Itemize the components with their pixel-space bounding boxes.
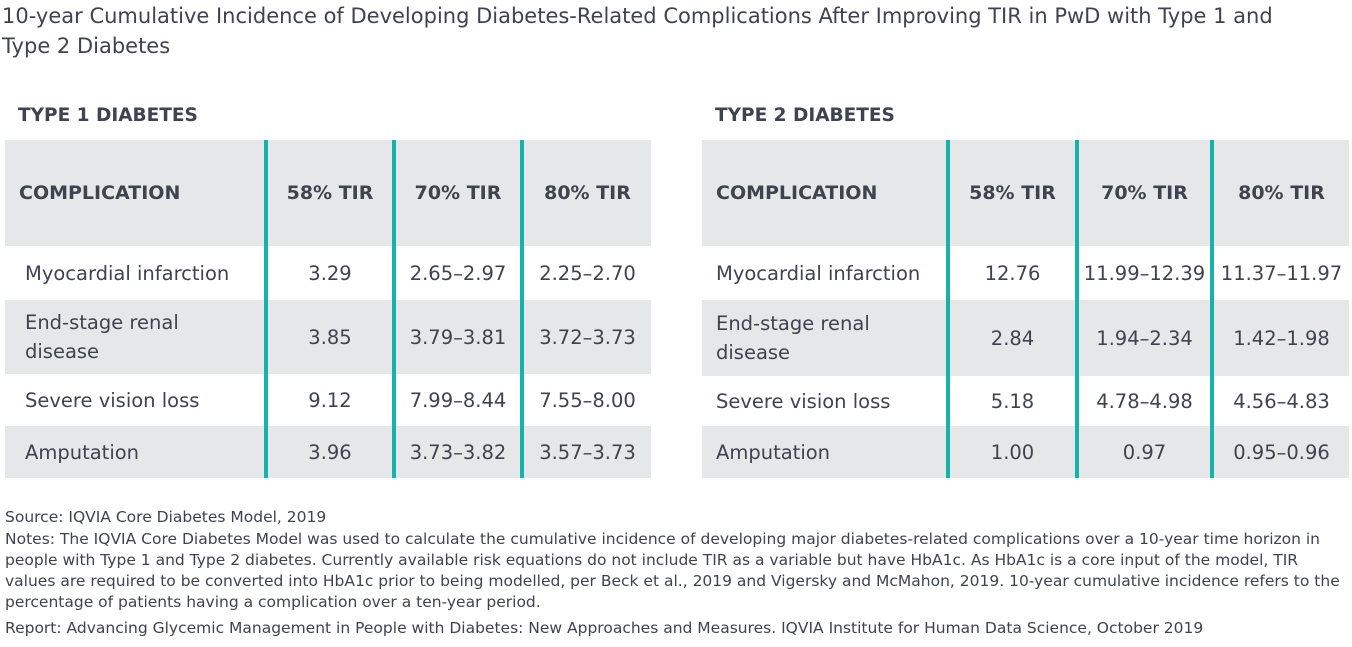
column-header-70-tir: 70% TIR [1075,140,1212,246]
table-cell: 9.12 [264,374,394,426]
methodology-notes: Notes: The IQVIA Core Diabetes Model was… [5,530,1340,611]
table-row: Severe vision loss 5.18 4.78–4.98 4.56–4… [702,376,1349,426]
table-cell: 2.25–2.70 [520,246,651,300]
row-label: Amputation [702,426,948,478]
table-cell: 7.55–8.00 [520,374,651,426]
type2-table: COMPLICATION 58% TIR 70% TIR 80% TIR Myo… [702,140,1349,478]
table-cell: 12.76 [946,246,1077,300]
report-citation: Report: Advancing Glycemic Management in… [5,619,1204,637]
row-label: Severe vision loss [5,374,266,426]
type1-table: COMPLICATION 58% TIR 70% TIR 80% TIR Myo… [5,140,651,478]
source-note: Source: IQVIA Core Diabetes Model, 2019 [5,508,327,526]
table-cell: 1.00 [946,426,1077,478]
table-cell: 3.79–3.81 [392,300,522,374]
row-label: Myocardial infarction [5,246,266,300]
column-header-80-tir: 80% TIR [520,140,651,246]
row-label: Severe vision loss [702,376,948,426]
column-header-80-tir: 80% TIR [1210,140,1349,246]
table-cell: 2.84 [946,300,1077,376]
row-label: Myocardial infarction [702,246,948,300]
row-label: Amputation [5,426,266,478]
table-row: Amputation 3.96 3.73–3.82 3.57–3.73 [5,426,651,478]
chart-title: 10-year Cumulative Incidence of Developi… [2,4,1273,58]
type1-panel: TYPE 1 DIABETES COMPLICATION 58% TIR 70%… [5,104,651,478]
table-row: Myocardial infarction 12.76 11.99–12.39 … [702,246,1349,300]
table-row: Amputation 1.00 0.97 0.95–0.96 [702,426,1349,478]
table-header-row: COMPLICATION 58% TIR 70% TIR 80% TIR [5,140,651,246]
type2-panel-title: TYPE 2 DIABETES [715,105,895,126]
table-cell: 0.97 [1075,426,1212,478]
row-label: End-stage renal disease [702,300,948,376]
table-cell: 2.65–2.97 [392,246,522,300]
table-cell: 3.29 [264,246,394,300]
table-row: Myocardial infarction 3.29 2.65–2.97 2.2… [5,246,651,300]
type2-panel: TYPE 2 DIABETES COMPLICATION 58% TIR 70%… [702,104,1349,478]
table-row: Severe vision loss 9.12 7.99–8.44 7.55–8… [5,374,651,426]
table-cell: 4.78–4.98 [1075,376,1212,426]
type1-panel-title: TYPE 1 DIABETES [18,105,198,126]
table-header-row: COMPLICATION 58% TIR 70% TIR 80% TIR [702,140,1349,246]
table-cell: 0.95–0.96 [1210,426,1349,478]
table-cell: 7.99–8.44 [392,374,522,426]
table-cell: 4.56–4.83 [1210,376,1349,426]
column-header-complication: COMPLICATION [702,140,948,246]
table-cell: 5.18 [946,376,1077,426]
table-row: End-stage renal disease 3.85 3.79–3.81 3… [5,300,651,374]
table-cell: 3.72–3.73 [520,300,651,374]
table-cell: 3.73–3.82 [392,426,522,478]
row-label: End-stage renal disease [5,300,266,374]
table-cell: 11.99–12.39 [1075,246,1212,300]
column-header-58-tir: 58% TIR [946,140,1077,246]
column-header-complication: COMPLICATION [5,140,266,246]
table-cell: 1.94–2.34 [1075,300,1212,376]
table-cell: 3.96 [264,426,394,478]
column-header-58-tir: 58% TIR [264,140,394,246]
column-header-70-tir: 70% TIR [392,140,522,246]
table-cell: 1.42–1.98 [1210,300,1349,376]
table-cell: 11.37–11.97 [1210,246,1349,300]
table-row: End-stage renal disease 2.84 1.94–2.34 1… [702,300,1349,376]
table-cell: 3.57–3.73 [520,426,651,478]
table-cell: 3.85 [264,300,394,374]
